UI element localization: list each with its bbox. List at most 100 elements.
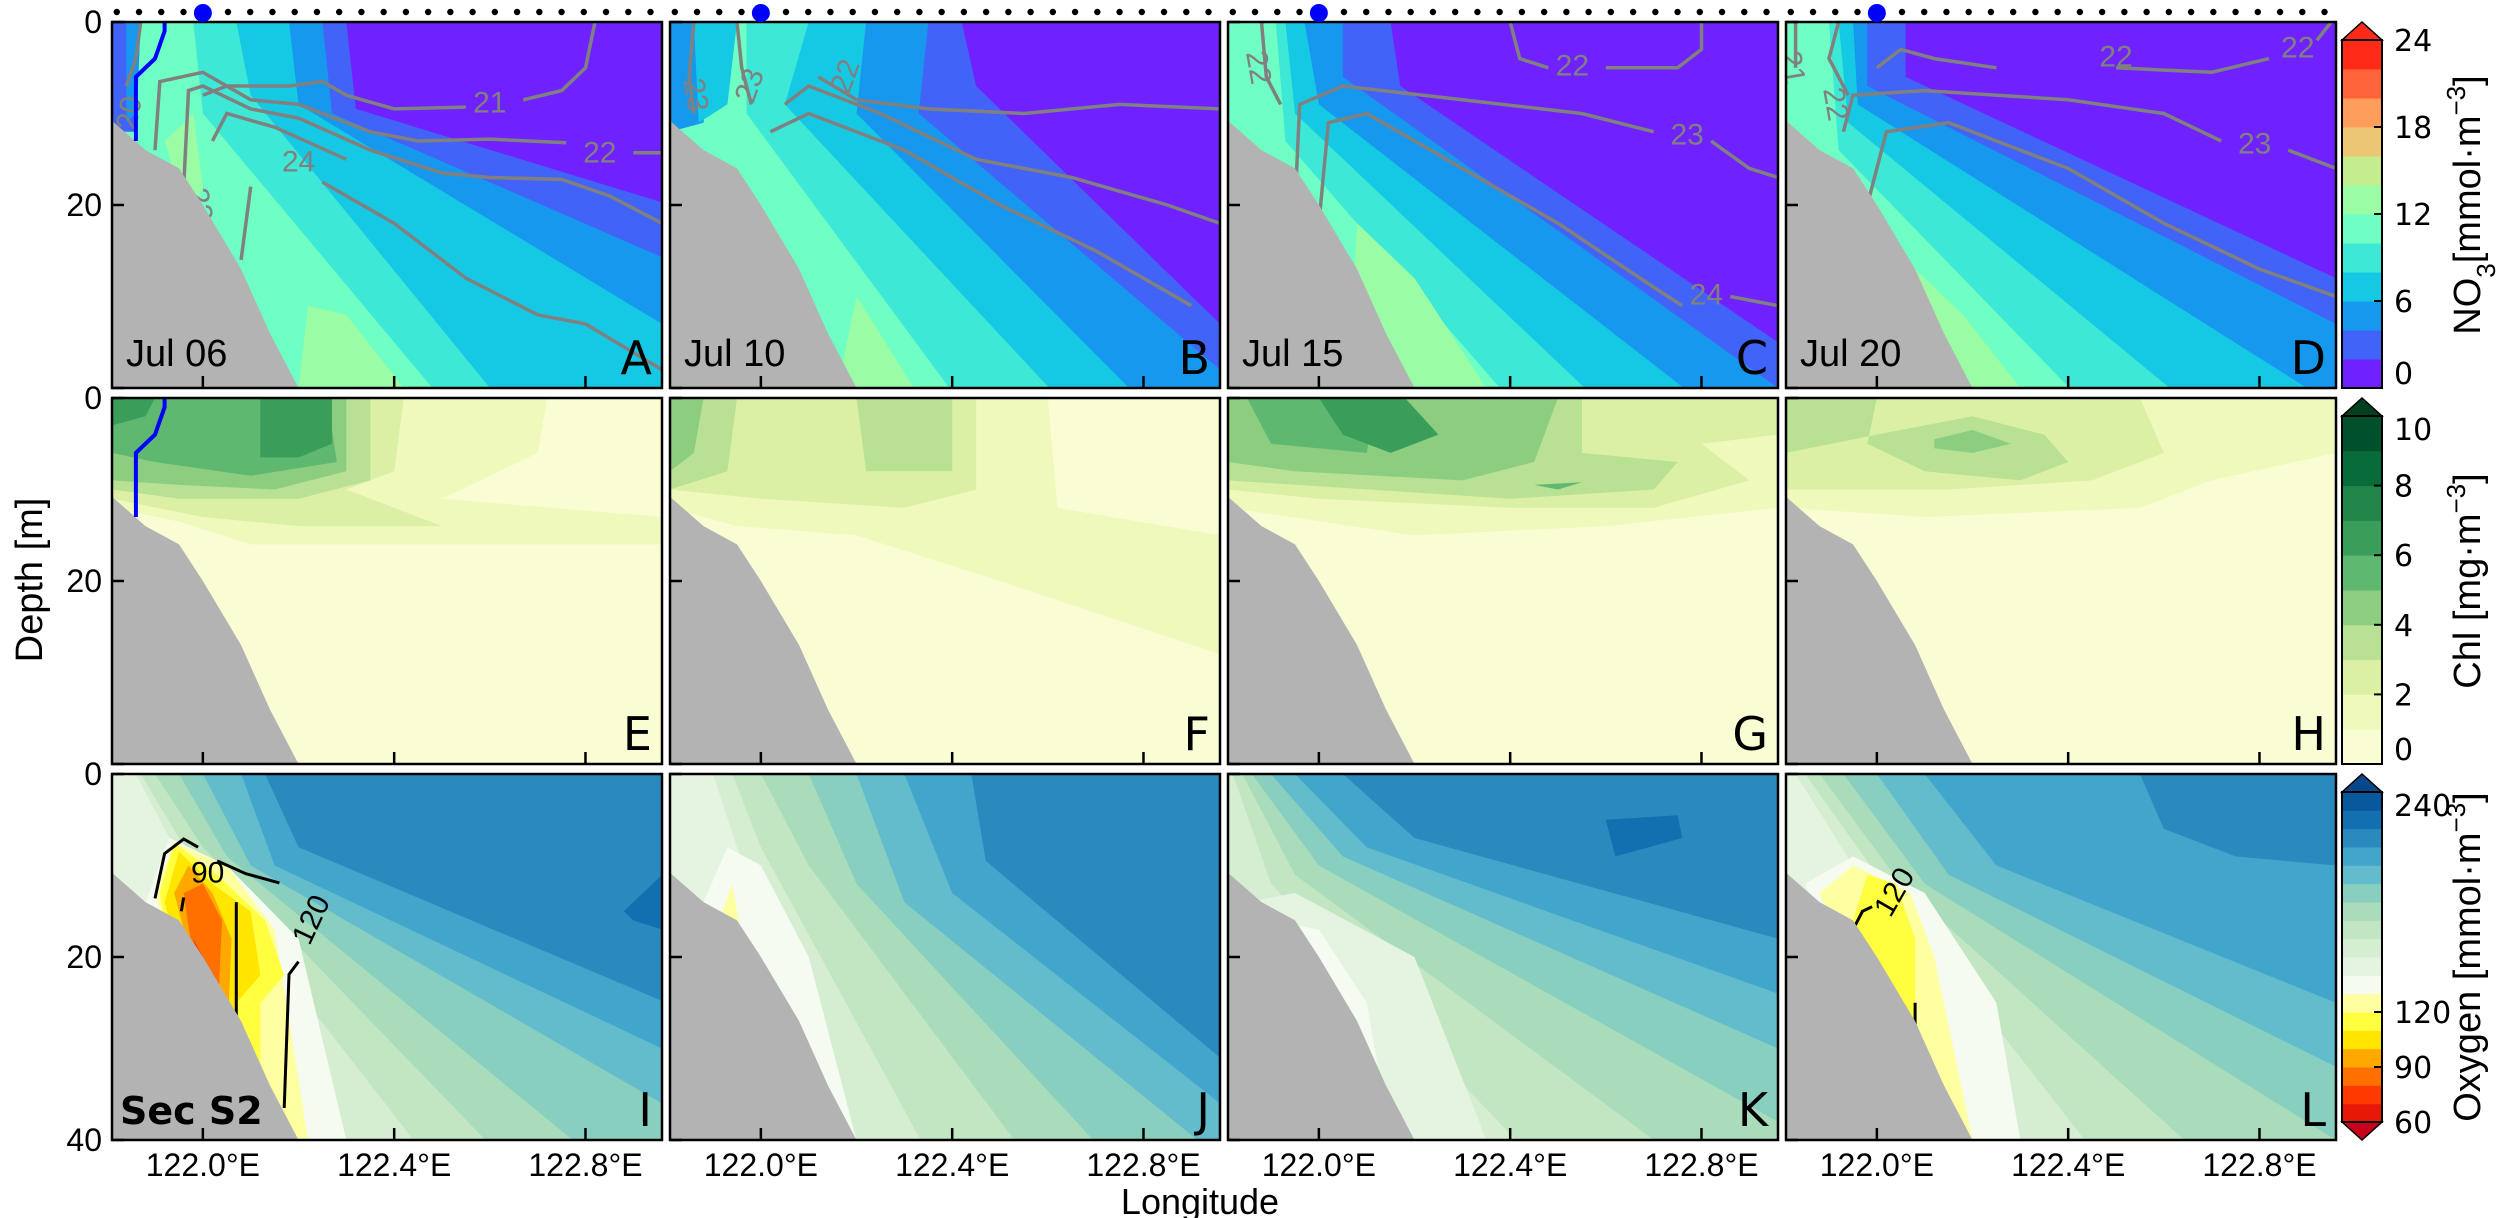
station-dot — [1138, 8, 1146, 16]
station-dot — [647, 8, 654, 16]
colorbar-swatch — [2342, 40, 2382, 70]
contour-label: 90 — [191, 857, 224, 890]
contour-line — [1259, 22, 1283, 106]
colorbar-swatch — [2342, 993, 2382, 1013]
station-dot — [1585, 8, 1592, 16]
x-tick-label: 122.8°E — [528, 1147, 642, 1183]
station-dot — [2254, 8, 2262, 16]
station-dot — [2321, 8, 2328, 16]
colorbar-tick-label: 12 — [2394, 198, 2432, 233]
station-dot — [1718, 8, 1726, 16]
contour-label: 24 — [282, 146, 315, 179]
station-dot — [602, 8, 610, 16]
colorbar-tick-label: 240 — [2394, 789, 2451, 824]
contour-field — [1228, 774, 1778, 1140]
station-dot — [1027, 8, 1034, 16]
colorbar-swatch — [2342, 214, 2382, 244]
contour-label: 22 — [583, 137, 616, 170]
contour-line — [2287, 148, 2336, 171]
colorbar-swatch — [2342, 920, 2382, 940]
bathymetry — [1228, 120, 1415, 388]
colorbar-extend-min — [2340, 1121, 2384, 1142]
station-dot — [1898, 8, 1906, 16]
station-marker — [1309, 4, 1328, 22]
contour-band — [1534, 482, 1582, 490]
colorbar-extend-max — [2340, 772, 2384, 793]
colorbar-swatch — [2342, 301, 2382, 331]
station-dot — [2165, 8, 2173, 16]
contour-line — [124, 22, 143, 87]
x-tick-label: 122.4°E — [895, 1147, 1009, 1183]
station-dot — [1183, 8, 1190, 16]
panel-j: 122.0°E 122.4°E 122.8°E J — [668, 772, 1222, 1183]
colorbar-swatch — [2342, 792, 2382, 811]
colorbar-swatch — [2342, 957, 2382, 976]
colorbar-swatch — [2342, 938, 2382, 958]
bathymetry — [112, 872, 299, 1140]
colorbar-tick-label: 120 — [2394, 996, 2451, 1031]
colorbar-swatch — [2342, 847, 2382, 866]
station-dot — [2143, 8, 2150, 16]
station-dot — [1116, 8, 1123, 16]
contour-label: 21 — [473, 86, 506, 119]
station-dot — [2076, 8, 2084, 16]
colorbar-tick-label: 10 — [2394, 413, 2432, 448]
station-dot — [1987, 8, 1995, 16]
colorbar-swatch — [2342, 659, 2382, 695]
colorbar-frame — [2341, 415, 2383, 765]
contour-line — [1875, 47, 1997, 70]
panel-letter: B — [1178, 331, 1210, 385]
panel-letter: F — [1184, 707, 1210, 761]
contour-field — [670, 398, 1220, 764]
panel-letter: G — [1732, 707, 1768, 761]
station-dot — [269, 8, 276, 16]
station-dot — [513, 8, 521, 16]
y-tick-label: 40 — [66, 1122, 102, 1158]
panel-letter: C — [1736, 331, 1768, 385]
station-dot — [469, 8, 476, 16]
station-dot — [1763, 8, 1770, 16]
contour-line — [239, 186, 253, 261]
station-dot — [291, 8, 298, 16]
contour-label: 22 — [2099, 41, 2132, 74]
contour-line — [769, 111, 1193, 308]
contour-label: 22 — [1816, 85, 1854, 124]
station-dot — [536, 8, 543, 16]
contour-line — [1709, 139, 1778, 180]
station-dot — [2187, 8, 2195, 16]
panel-letter: A — [621, 331, 653, 385]
x-tick-label: 122.8°E — [1644, 1147, 1758, 1183]
station-dot — [693, 8, 701, 16]
station-dot — [1943, 8, 1950, 16]
colorbar-swatch — [2342, 810, 2382, 830]
station-dot — [1540, 8, 1548, 16]
contour-line — [1729, 294, 1778, 308]
contour-band — [837, 296, 914, 388]
station-dot — [1160, 8, 1168, 16]
contour-line — [1827, 22, 1850, 97]
panel-date: Jul 20 — [1800, 333, 1901, 375]
station-dot — [2210, 8, 2217, 16]
station-dot — [491, 8, 499, 16]
panel-letter: J — [1193, 1083, 1210, 1137]
colorbar-tick-label: 8 — [2394, 470, 2413, 505]
station-dot — [1474, 8, 1481, 16]
panel-date: Jul 15 — [1242, 333, 1343, 375]
station-dot — [180, 8, 187, 16]
station-dot — [1607, 8, 1615, 16]
colorbar-swatch — [2342, 555, 2382, 591]
station-dot — [960, 8, 968, 16]
contour-line — [282, 960, 300, 1109]
contour-label: 20 — [110, 94, 148, 133]
contour-field — [1228, 398, 1778, 764]
y-tick-label: 20 — [66, 939, 102, 975]
y-tick-label: 0 — [84, 756, 102, 792]
station-dot — [1832, 8, 1839, 16]
